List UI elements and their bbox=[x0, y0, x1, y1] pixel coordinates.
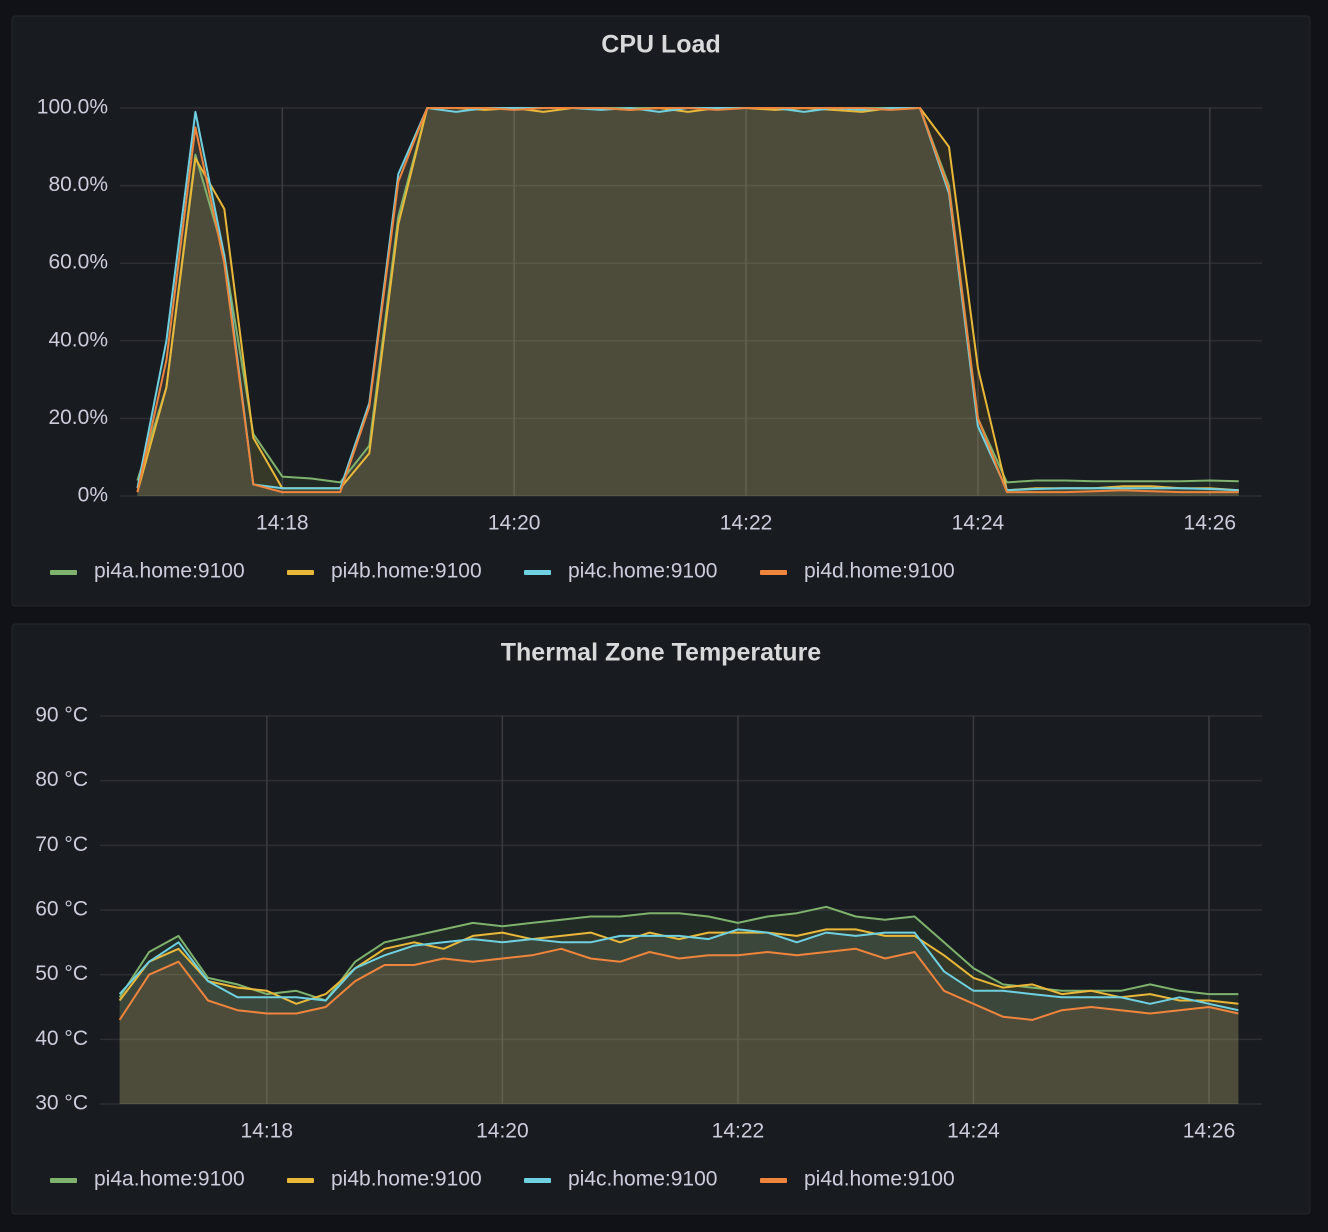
legend-label: pi4d.home:9100 bbox=[804, 1168, 955, 1191]
panel-title: Thermal Zone Temperature bbox=[501, 639, 822, 667]
series-line bbox=[118, 905, 1239, 1002]
panel-title: CPU Load bbox=[601, 31, 720, 59]
y-tick-label: 20.0% bbox=[48, 406, 108, 429]
x-tick-label: 14:20 bbox=[488, 512, 541, 535]
y-tick-label: 40.0% bbox=[48, 328, 108, 351]
y-tick-label: 100.0% bbox=[37, 96, 108, 119]
series-line bbox=[118, 928, 1239, 1012]
series-area bbox=[137, 108, 1239, 496]
x-tick-label: 14:22 bbox=[720, 512, 773, 535]
y-tick-label: 40 °C bbox=[35, 1027, 88, 1050]
series-area bbox=[119, 929, 1239, 1104]
series-line bbox=[118, 928, 1239, 1005]
y-tick-label: 0% bbox=[78, 484, 108, 507]
legend-swatch bbox=[524, 1178, 551, 1183]
x-tick-label: 14:22 bbox=[712, 1120, 765, 1143]
legend-label: pi4d.home:9100 bbox=[804, 560, 955, 583]
legend-label: pi4a.home:9100 bbox=[94, 1168, 245, 1191]
x-tick-label: 14:26 bbox=[1183, 1120, 1236, 1143]
y-tick-label: 60 °C bbox=[35, 898, 88, 921]
series-line bbox=[118, 947, 1239, 1021]
series-area bbox=[119, 929, 1239, 1104]
y-tick-label: 60.0% bbox=[48, 251, 108, 274]
legend-swatch bbox=[760, 1178, 787, 1183]
legend-swatch bbox=[50, 570, 77, 575]
legend-label: pi4b.home:9100 bbox=[331, 1168, 482, 1191]
x-tick-label: 14:24 bbox=[947, 1120, 1000, 1143]
x-tick-label: 14:26 bbox=[1184, 512, 1237, 535]
series-area bbox=[119, 948, 1239, 1104]
y-tick-label: 70 °C bbox=[35, 833, 88, 856]
y-tick-label: 30 °C bbox=[35, 1092, 88, 1115]
x-tick-label: 14:20 bbox=[476, 1120, 529, 1143]
legend-swatch bbox=[287, 1178, 314, 1183]
panel bbox=[11, 623, 1311, 1215]
legend-swatch bbox=[524, 570, 551, 575]
legend-swatch bbox=[287, 570, 314, 575]
y-tick-label: 80 °C bbox=[35, 768, 88, 791]
y-tick-label: 90 °C bbox=[35, 704, 88, 727]
y-tick-label: 80.0% bbox=[48, 173, 108, 196]
legend-label: pi4a.home:9100 bbox=[94, 560, 245, 583]
panel bbox=[11, 15, 1311, 607]
series-area bbox=[137, 108, 1239, 496]
legend-label: pi4c.home:9100 bbox=[568, 560, 717, 583]
legend-label: pi4c.home:9100 bbox=[568, 1168, 717, 1191]
series-line bbox=[136, 107, 1239, 494]
x-tick-label: 14:24 bbox=[952, 512, 1005, 535]
x-tick-label: 14:18 bbox=[241, 1120, 294, 1143]
legend-swatch bbox=[760, 570, 787, 575]
series-area bbox=[137, 108, 1239, 496]
y-tick-label: 50 °C bbox=[35, 962, 88, 985]
series-area bbox=[137, 108, 1239, 496]
legend-swatch bbox=[50, 1178, 77, 1183]
x-tick-label: 14:18 bbox=[256, 512, 309, 535]
legend-label: pi4b.home:9100 bbox=[331, 560, 482, 583]
